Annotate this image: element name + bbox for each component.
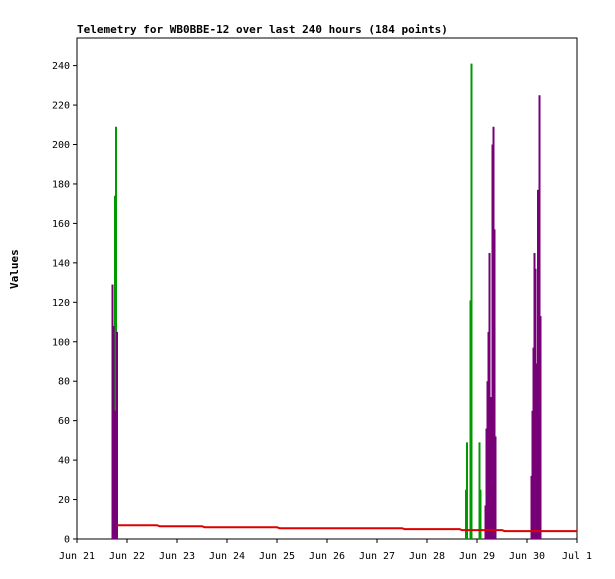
plot-area-frame: [76, 37, 578, 540]
series-line: [117, 524, 577, 533]
x-tick-label: Jun 25: [259, 551, 295, 562]
y-tick-label: 60: [58, 416, 70, 427]
y-tick-label: 40: [58, 456, 70, 467]
chart-title: Telemetry for WB0BBE-12 over last 240 ho…: [77, 23, 448, 36]
y-tick-label: 220: [52, 101, 70, 112]
x-tick-label: Jun 30: [509, 551, 545, 562]
x-axis-ticks: Jun 21 Jun 22 Jun 23 Jun 24 Jun 25 Jun 26 Jun …: [59, 539, 592, 562]
y-tick-label: 240: [52, 61, 70, 72]
y-tick-label: 0: [64, 535, 70, 546]
x-tick-label: Jun 28: [409, 551, 445, 562]
y-tick-label: 180: [52, 179, 70, 190]
y-tick-label: 120: [52, 298, 70, 309]
bars-layer: [111, 63, 542, 539]
y-tick-label: 100: [52, 337, 70, 348]
lines-layer: [117, 524, 577, 533]
x-tick-label: Jul 1: [562, 551, 592, 562]
y-axis-ticks: 0 20 40 60 80 100 120 140 160 180 200 220 240: [52, 61, 77, 546]
y-tick-label: 20: [58, 495, 70, 506]
x-tick-label: Jun 27: [359, 551, 395, 562]
y-tick-label: 140: [52, 258, 70, 269]
y-tick-label: 200: [52, 140, 70, 151]
x-tick-label: Jun 22: [109, 551, 145, 562]
x-tick-label: Jun 29: [459, 551, 495, 562]
x-tick-label: Jun 23: [159, 551, 195, 562]
y-tick-label: 160: [52, 219, 70, 230]
y-tick-label: 80: [58, 377, 70, 388]
x-tick-label: Jun 24: [209, 551, 245, 562]
x-tick-label: Jun 26: [309, 551, 345, 562]
x-tick-label: Jun 21: [59, 551, 95, 562]
